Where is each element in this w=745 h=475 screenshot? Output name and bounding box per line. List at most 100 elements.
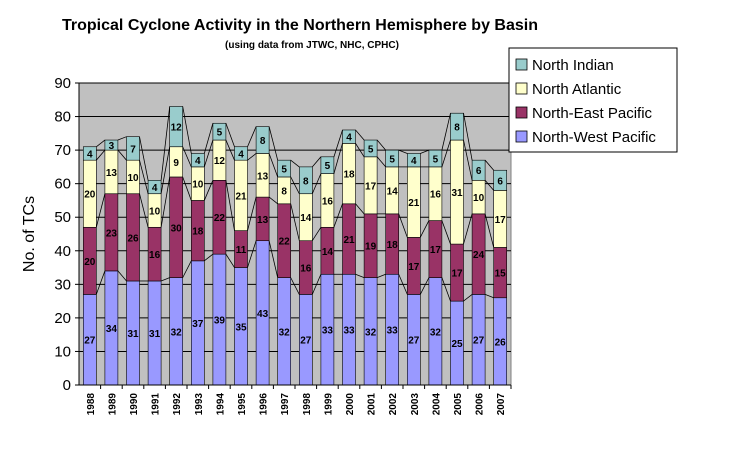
- x-tick-label: 2004: [431, 393, 442, 416]
- bar-segment: [320, 156, 335, 174]
- data-label: 37: [192, 319, 204, 330]
- series-line: [160, 176, 171, 228]
- series-line: [376, 156, 387, 168]
- data-label: 31: [149, 329, 161, 340]
- bar-segment: [234, 146, 248, 161]
- bar-segment: [191, 153, 205, 168]
- series-line: [376, 139, 387, 151]
- series-line: [203, 123, 214, 154]
- bar-segment: [212, 122, 227, 141]
- series-line: [419, 277, 430, 295]
- series-line: [247, 196, 257, 231]
- data-label: 8: [281, 186, 287, 197]
- series-line: [333, 143, 343, 174]
- series-line: [333, 129, 343, 157]
- series-line: [247, 240, 257, 268]
- data-label: 34: [106, 324, 118, 335]
- data-label: 5: [433, 155, 439, 166]
- bar-segment: [342, 129, 356, 144]
- series-line: [95, 270, 106, 295]
- legend: North Indian North Atlantic North-East Pac…: [508, 47, 678, 153]
- series-line: [333, 203, 343, 228]
- series-line: [420, 149, 430, 154]
- data-label: 16: [149, 250, 161, 261]
- series-line: [463, 294, 473, 302]
- series-line: [96, 139, 106, 148]
- series-line: [441, 277, 451, 302]
- y-tick-label: 70: [54, 142, 71, 159]
- series-line: [95, 149, 106, 161]
- x-tick-label: 2001: [367, 393, 378, 416]
- series-line: [441, 220, 451, 245]
- data-label: 21: [343, 235, 355, 246]
- x-tick-label: 1992: [172, 393, 183, 416]
- bar-segment: [126, 136, 140, 161]
- bar-segment: [104, 139, 119, 151]
- data-label: 8: [303, 176, 309, 187]
- data-label: 26: [127, 233, 139, 244]
- series-line: [398, 274, 408, 295]
- data-label: 13: [257, 215, 269, 226]
- data-label: 23: [106, 228, 118, 239]
- data-label: 8: [260, 136, 266, 147]
- series-line: [463, 113, 473, 161]
- data-label: 24: [473, 250, 485, 261]
- data-label: 4: [346, 133, 352, 144]
- x-tick-label: 1990: [129, 393, 140, 416]
- y-tick-label: 80: [54, 109, 71, 126]
- series-line: [204, 253, 214, 262]
- bar-segment: [450, 112, 464, 141]
- data-label: 4: [238, 149, 244, 160]
- bar-segment: [406, 153, 421, 168]
- x-tick-label: 1996: [259, 393, 270, 416]
- legend-label: North Atlantic: [532, 81, 622, 98]
- y-tick-label: 30: [54, 276, 71, 293]
- y-tick-label: 0: [63, 377, 71, 394]
- x-tick-label: 1993: [194, 393, 205, 416]
- series-line: [139, 160, 149, 194]
- series-line: [398, 149, 408, 154]
- data-label: 19: [365, 242, 377, 253]
- data-label: 31: [451, 188, 463, 199]
- legend-label: North-West Pacific: [532, 129, 656, 146]
- series-line: [268, 196, 278, 205]
- data-label: 4: [411, 156, 417, 167]
- series-line: [311, 227, 322, 241]
- x-tick-label: 2000: [345, 393, 356, 416]
- bars: [83, 106, 508, 386]
- series-line: [290, 277, 300, 295]
- data-label: 16: [300, 264, 312, 275]
- data-label: 31: [127, 329, 139, 340]
- x-tick-label: 1994: [215, 393, 226, 416]
- chart-subtitle: (using data from JTWC, NHC, CPHC): [225, 40, 399, 51]
- data-label: 12: [171, 123, 183, 134]
- bar-segment: [83, 146, 97, 161]
- bar-segment: [471, 159, 486, 181]
- data-label: 17: [365, 181, 377, 192]
- y-tick-label: 20: [54, 310, 71, 327]
- data-label: 18: [192, 227, 204, 238]
- data-label: 10: [192, 180, 204, 191]
- series-line: [117, 270, 127, 282]
- y-tick-label: 50: [54, 209, 71, 226]
- data-label: 14: [322, 247, 334, 258]
- data-label: 35: [235, 322, 247, 333]
- series-line: [225, 253, 235, 268]
- data-label: 20: [84, 190, 96, 201]
- x-tick-label: 1989: [107, 393, 118, 416]
- series-line: [268, 240, 279, 278]
- x-tick-label: 1988: [86, 393, 97, 416]
- data-label: 5: [325, 161, 331, 172]
- data-label: 4: [152, 183, 158, 194]
- data-label: 11: [236, 245, 247, 256]
- series-line: [311, 274, 322, 295]
- y-tick-label: 10: [54, 343, 71, 360]
- data-label: 14: [387, 186, 399, 197]
- data-label: 6: [497, 176, 503, 187]
- legend-swatch: [515, 106, 528, 119]
- data-label: 15: [495, 269, 507, 280]
- legend-swatch: [515, 82, 528, 95]
- series-line: [355, 273, 365, 278]
- data-label: 16: [322, 196, 334, 207]
